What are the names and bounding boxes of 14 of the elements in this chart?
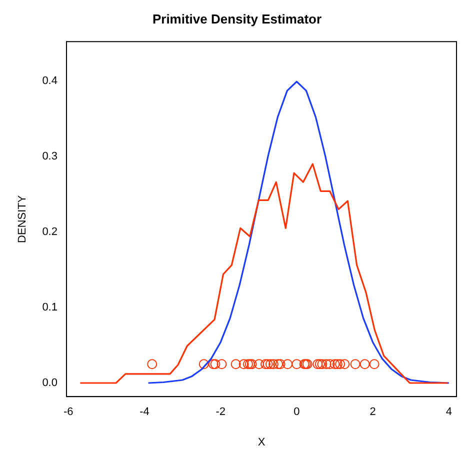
y-tick-label: 0.2 (42, 226, 58, 238)
x-axis-title: X (258, 436, 266, 448)
y-axis-title: DENSITY (16, 194, 29, 243)
y-tick-label: 0.4 (42, 74, 58, 87)
x-tick-label: -6 (64, 406, 74, 418)
x-tick-label: 2 (370, 406, 376, 418)
x-tick-label: -2 (216, 406, 226, 418)
y-tick-label: 0.1 (42, 302, 58, 314)
x-tick-label: 4 (446, 406, 452, 418)
x-tick-label: 0 (294, 406, 300, 418)
x-tick-label: -4 (140, 406, 150, 418)
chart-title: Primitive Density Estimator (152, 11, 322, 26)
y-tick-label: 0.3 (42, 150, 58, 162)
y-tick-label: 0.0 (42, 377, 58, 390)
